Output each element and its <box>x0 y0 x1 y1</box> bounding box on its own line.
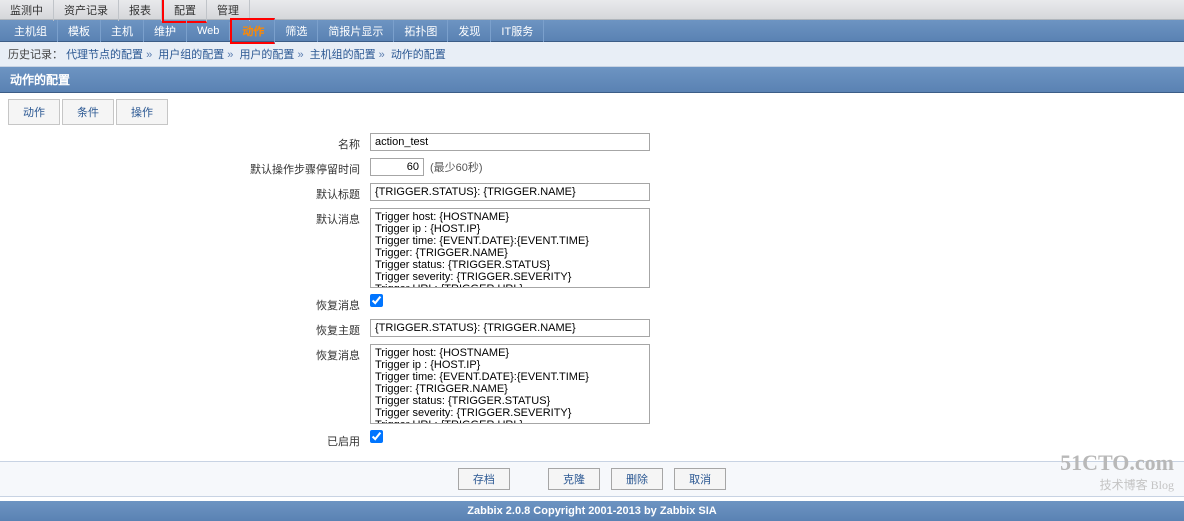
recov-msg-label: 恢复消息 <box>0 344 370 363</box>
recov-checkbox[interactable] <box>370 294 383 307</box>
top-menu: 监测中 资产记录 报表 配置 管理 <box>0 0 1184 20</box>
name-label: 名称 <box>0 133 370 152</box>
page-title: 动作的配置 <box>0 67 1184 93</box>
step-label: 默认操作步骤停留时间 <box>0 158 370 177</box>
recov-msg-textarea[interactable] <box>370 344 650 424</box>
enabled-label: 已启用 <box>0 430 370 449</box>
nav-menu: 主机组 模板 主机 维护 Web 动作 筛选 简报片显示 拓扑图 发现 IT服务 <box>0 20 1184 42</box>
breadcrumb-label: 历史记录： <box>8 49 63 61</box>
enabled-checkbox[interactable] <box>370 430 383 443</box>
title-label: 默认标题 <box>0 183 370 202</box>
subtab-0[interactable]: 动作 <box>8 99 60 125</box>
top-tab-2[interactable]: 报表 <box>119 0 162 21</box>
subtab-2[interactable]: 操作 <box>116 99 168 125</box>
subtab-1[interactable]: 条件 <box>62 99 114 125</box>
top-tab-1[interactable]: 资产记录 <box>54 0 119 21</box>
name-input[interactable] <box>370 133 650 151</box>
subtabs: 动作 条件 操作 <box>8 99 1184 125</box>
nav-7[interactable]: 简报片显示 <box>318 20 394 42</box>
footer: Zabbix 2.0.8 Copyright 2001-2013 by Zabb… <box>0 501 1184 521</box>
nav-4[interactable]: Web <box>187 22 230 40</box>
title-input[interactable] <box>370 183 650 201</box>
bc-0[interactable]: 代理节点的配置 <box>66 49 143 61</box>
recov-enable-label: 恢复消息 <box>0 294 370 313</box>
nav-8[interactable]: 拓扑图 <box>394 20 448 42</box>
button-row: 存档 克隆 删除 取消 <box>0 461 1184 497</box>
cancel-button[interactable]: 取消 <box>674 468 726 490</box>
msg-textarea[interactable] <box>370 208 650 288</box>
save-button[interactable]: 存档 <box>458 468 510 490</box>
nav-2[interactable]: 主机 <box>101 20 144 42</box>
bc-4[interactable]: 动作的配置 <box>391 49 446 61</box>
step-input[interactable] <box>370 158 424 176</box>
nav-1[interactable]: 模板 <box>58 20 101 42</box>
nav-10[interactable]: IT服务 <box>491 20 544 42</box>
delete-button[interactable]: 删除 <box>611 468 663 490</box>
nav-0[interactable]: 主机组 <box>4 20 58 42</box>
nav-9[interactable]: 发现 <box>448 20 491 42</box>
nav-3[interactable]: 维护 <box>144 20 187 42</box>
msg-label: 默认消息 <box>0 208 370 227</box>
recov-subject-label: 恢复主题 <box>0 319 370 338</box>
bc-2[interactable]: 用户的配置 <box>239 49 294 61</box>
step-note: (最少60秒) <box>430 159 483 175</box>
nav-6[interactable]: 筛选 <box>275 20 318 42</box>
recov-subject-input[interactable] <box>370 319 650 337</box>
nav-5[interactable]: 动作 <box>230 18 275 44</box>
bc-1[interactable]: 用户组的配置 <box>158 49 224 61</box>
breadcrumb: 历史记录： 代理节点的配置» 用户组的配置» 用户的配置» 主机组的配置» 动作… <box>0 42 1184 67</box>
clone-button[interactable]: 克隆 <box>548 468 600 490</box>
form: 名称 默认操作步骤停留时间 (最少60秒) 默认标题 默认消息 恢复消息 恢复主… <box>0 125 1184 461</box>
bc-3[interactable]: 主机组的配置 <box>310 49 376 61</box>
top-tab-0[interactable]: 监测中 <box>0 0 54 21</box>
